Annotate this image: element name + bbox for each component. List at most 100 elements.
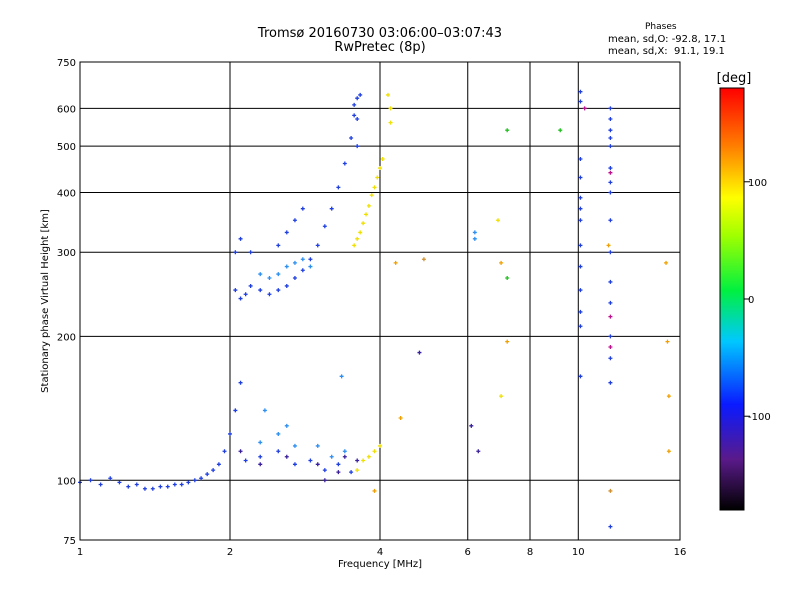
chart-subtitle: RwPretec (8p): [334, 40, 426, 55]
data-point: [578, 175, 583, 180]
data-point: [608, 345, 613, 350]
data-point: [349, 470, 354, 475]
y-tick-label: 100: [57, 476, 76, 487]
y-tick-label: 75: [63, 536, 76, 547]
x-axis-ticks: 1 2 4 6 8 10 16: [77, 547, 687, 558]
data-point: [666, 394, 671, 399]
data-point: [284, 454, 289, 459]
phase-stats-o: mean, sd,O: -92.8, 17.1: [608, 34, 727, 45]
y-tick-label: 400: [57, 188, 76, 199]
data-point: [578, 89, 583, 94]
data-point: [355, 458, 360, 463]
x-tick-label: 10: [572, 547, 585, 558]
data-point: [276, 243, 281, 248]
data-point: [472, 230, 477, 235]
data-point: [355, 144, 360, 149]
data-point: [292, 462, 297, 467]
data-point: [322, 468, 327, 473]
data-point: [582, 106, 587, 111]
data-point: [608, 170, 613, 175]
data-point: [398, 415, 403, 420]
data-point: [238, 236, 243, 241]
data-point: [258, 462, 263, 467]
data-point: [352, 113, 357, 118]
grid-lines: [80, 62, 680, 540]
data-point: [505, 275, 510, 280]
data-point: [608, 218, 613, 223]
data-point: [608, 524, 613, 529]
data-point: [179, 482, 184, 487]
colorbar-tick-label: -100: [748, 412, 771, 423]
phase-colorbar: [deg]: [717, 71, 751, 511]
data-point: [372, 449, 377, 454]
data-point: [276, 431, 281, 436]
data-point: [284, 423, 289, 428]
data-point: [608, 106, 613, 111]
data-point: [258, 272, 263, 277]
x-axis-label: Frequency [MHz]: [338, 559, 422, 570]
data-point: [349, 136, 354, 141]
data-point: [578, 206, 583, 211]
data-point: [243, 458, 248, 463]
data-point: [284, 283, 289, 288]
data-point: [495, 218, 500, 223]
colorbar-tick-label: 0: [748, 295, 754, 306]
data-point: [578, 309, 583, 314]
data-point: [417, 350, 422, 355]
data-point: [233, 408, 238, 413]
data-point: [233, 288, 238, 293]
data-point: [608, 314, 613, 319]
data-point: [336, 462, 341, 467]
data-point: [284, 230, 289, 235]
data-point: [205, 472, 210, 477]
data-point: [393, 260, 398, 265]
data-point: [505, 339, 510, 344]
data-point: [578, 243, 583, 248]
data-point: [142, 486, 147, 491]
data-point: [578, 218, 583, 223]
data-point: [308, 257, 313, 262]
data-point: [355, 468, 360, 473]
data-point: [606, 243, 611, 248]
data-point: [608, 250, 613, 255]
phase-stats-x: mean, sd,X: 91.1, 19.1: [608, 46, 725, 57]
data-point: [355, 96, 360, 101]
data-point: [342, 454, 347, 459]
data-point: [329, 206, 334, 211]
phase-stats-header: Phases: [645, 22, 677, 32]
data-point: [578, 157, 583, 162]
data-point: [336, 185, 341, 190]
data-point: [558, 128, 563, 133]
data-point: [158, 484, 163, 489]
data-point: [358, 92, 363, 97]
data-point: [292, 275, 297, 280]
data-point: [276, 272, 281, 277]
data-point: [355, 236, 360, 241]
data-point: [378, 166, 382, 171]
data-point: [476, 449, 481, 454]
data-point: [292, 218, 297, 223]
x-tick-label: 1: [77, 547, 83, 558]
data-point: [608, 356, 613, 361]
data-point: [238, 380, 243, 385]
data-point: [361, 221, 366, 226]
data-point: [315, 443, 320, 448]
data-point: [300, 257, 305, 262]
y-axis-label: Stationary phase Virtual Height [km]: [40, 209, 51, 393]
data-point: [267, 275, 272, 280]
data-point: [300, 206, 305, 211]
plot-frame: [79, 61, 681, 541]
y-axis-ticks: 75 100 200 300 400 500 600 750: [57, 58, 76, 547]
data-point: [385, 92, 390, 97]
data-point: [339, 374, 344, 379]
data-point: [578, 195, 583, 200]
data-point: [284, 264, 289, 269]
data-point: [358, 230, 363, 235]
data-point: [375, 175, 380, 180]
data-point: [608, 166, 613, 171]
data-point: [608, 136, 613, 141]
data-point: [276, 288, 281, 293]
y-tick-label: 600: [57, 104, 76, 115]
data-point: [469, 423, 474, 428]
data-point: [608, 488, 613, 493]
